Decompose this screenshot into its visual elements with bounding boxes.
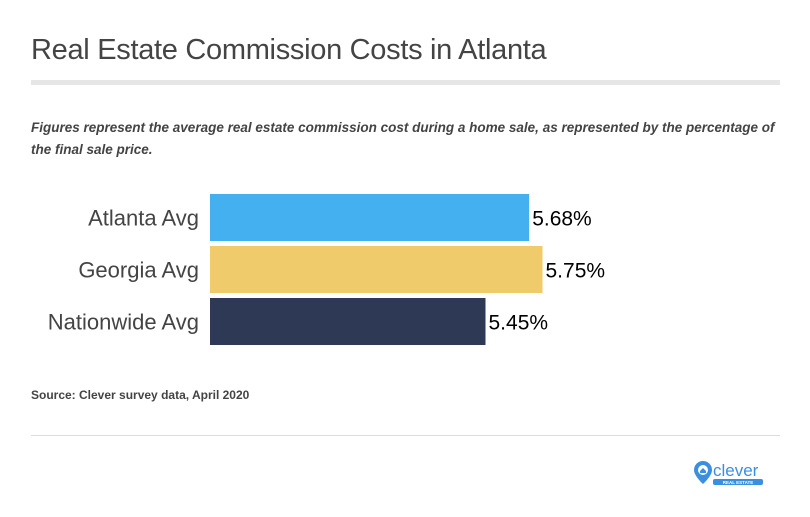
data-label: 5.75% [546,260,606,283]
page-title: Real Estate Commission Costs in Atlanta [31,34,547,66]
bar-1 [210,246,543,293]
footer-divider [31,435,780,436]
data-label: 5.45% [489,312,549,335]
category-label: Atlanta Avg [88,206,199,231]
category-label: Georgia Avg [78,258,199,283]
category-label: Nationwide Avg [48,310,199,335]
subtitle: Figures represent the average real estat… [31,120,775,157]
location-pin-icon [694,461,712,484]
bar-2 [210,298,486,345]
clever-logo: clever REAL ESTATE [694,461,763,485]
data-label: 5.68% [532,208,592,231]
source-note: Source: Clever survey data, April 2020 [31,388,250,402]
logo-tagline: REAL ESTATE [723,480,754,485]
logo-wordmark: clever [713,461,759,480]
bar-chart: Atlanta Avg 5.68% Georgia Avg 5.75% Nationwi… [48,194,606,345]
title-divider [31,80,780,85]
bar-0 [210,194,530,241]
